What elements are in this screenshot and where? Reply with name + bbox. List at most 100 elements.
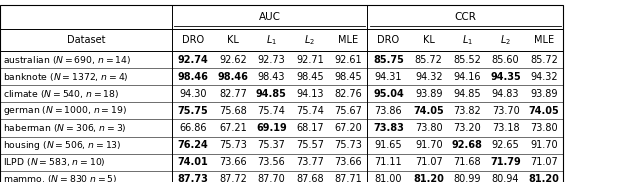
Text: climate ($N=540$, $n=18$): climate ($N=540$, $n=18$) — [3, 88, 120, 100]
Text: CCR: CCR — [454, 12, 476, 22]
Text: 92.73: 92.73 — [257, 55, 285, 64]
Text: 94.85: 94.85 — [453, 89, 481, 99]
Text: $L_2$: $L_2$ — [500, 33, 511, 47]
Text: 80.94: 80.94 — [492, 174, 519, 182]
Text: 98.45: 98.45 — [296, 72, 324, 82]
Text: 68.17: 68.17 — [296, 123, 324, 133]
Text: 85.52: 85.52 — [453, 55, 481, 64]
Text: 85.72: 85.72 — [415, 55, 443, 64]
Text: 92.62: 92.62 — [219, 55, 247, 64]
Text: DRO: DRO — [378, 35, 399, 45]
Text: banknote ($N=1372$, $n=4$): banknote ($N=1372$, $n=4$) — [3, 71, 129, 83]
Text: 91.65: 91.65 — [374, 140, 403, 150]
Text: 75.74: 75.74 — [257, 106, 285, 116]
Text: 95.04: 95.04 — [373, 89, 404, 99]
Text: 82.76: 82.76 — [334, 89, 362, 99]
Text: 74.05: 74.05 — [529, 106, 559, 116]
Text: 73.20: 73.20 — [453, 123, 481, 133]
Text: $L_1$: $L_1$ — [266, 33, 277, 47]
Text: 91.70: 91.70 — [530, 140, 558, 150]
Text: 71.07: 71.07 — [415, 157, 443, 167]
Text: 81.20: 81.20 — [413, 174, 444, 182]
Text: 94.30: 94.30 — [179, 89, 206, 99]
Text: 87.72: 87.72 — [219, 174, 247, 182]
Text: 73.82: 73.82 — [453, 106, 481, 116]
Text: 85.72: 85.72 — [530, 55, 558, 64]
Text: 92.68: 92.68 — [452, 140, 483, 150]
Text: 92.74: 92.74 — [177, 55, 208, 64]
Text: 94.31: 94.31 — [375, 72, 402, 82]
Text: 94.85: 94.85 — [256, 89, 287, 99]
Text: 73.80: 73.80 — [530, 123, 558, 133]
Text: 75.75: 75.75 — [177, 106, 208, 116]
Text: 75.73: 75.73 — [334, 140, 362, 150]
Text: 81.20: 81.20 — [529, 174, 559, 182]
Text: DRO: DRO — [182, 35, 204, 45]
Text: 98.45: 98.45 — [334, 72, 362, 82]
Text: housing ($N=506$, $n=13$): housing ($N=506$, $n=13$) — [3, 139, 122, 152]
Text: 73.77: 73.77 — [296, 157, 324, 167]
Text: 75.74: 75.74 — [296, 106, 324, 116]
Text: AUC: AUC — [259, 12, 280, 22]
Text: 75.68: 75.68 — [219, 106, 247, 116]
Text: $L_1$: $L_1$ — [461, 33, 473, 47]
Text: 73.86: 73.86 — [374, 106, 403, 116]
Text: 94.13: 94.13 — [296, 89, 323, 99]
Text: 75.73: 75.73 — [219, 140, 247, 150]
Text: 92.61: 92.61 — [334, 55, 362, 64]
Text: 71.79: 71.79 — [490, 157, 521, 167]
Text: MLE: MLE — [338, 35, 358, 45]
Text: 85.60: 85.60 — [492, 55, 520, 64]
Text: 73.66: 73.66 — [219, 157, 247, 167]
Text: $L_2$: $L_2$ — [304, 33, 316, 47]
Text: 92.71: 92.71 — [296, 55, 324, 64]
Text: 74.01: 74.01 — [177, 157, 208, 167]
Text: 98.43: 98.43 — [258, 72, 285, 82]
Text: german ($N=1000$, $n=19$): german ($N=1000$, $n=19$) — [3, 104, 127, 117]
Text: 98.46: 98.46 — [218, 72, 248, 82]
Text: 76.24: 76.24 — [177, 140, 208, 150]
Text: 98.46: 98.46 — [177, 72, 208, 82]
Text: 87.70: 87.70 — [257, 174, 285, 182]
Text: 82.77: 82.77 — [219, 89, 247, 99]
Text: 94.32: 94.32 — [415, 72, 443, 82]
Text: 74.05: 74.05 — [413, 106, 444, 116]
Text: 94.32: 94.32 — [530, 72, 558, 82]
Text: 73.66: 73.66 — [334, 157, 362, 167]
Text: 73.83: 73.83 — [373, 123, 404, 133]
Text: 66.86: 66.86 — [179, 123, 206, 133]
Text: 71.07: 71.07 — [530, 157, 558, 167]
Text: 91.70: 91.70 — [415, 140, 443, 150]
Text: 73.18: 73.18 — [492, 123, 520, 133]
Text: Dataset: Dataset — [67, 35, 105, 45]
Text: haberman ($N=306$, $n=3$): haberman ($N=306$, $n=3$) — [3, 122, 127, 134]
Text: 94.35: 94.35 — [490, 72, 521, 82]
Text: 94.83: 94.83 — [492, 89, 519, 99]
Text: 75.67: 75.67 — [334, 106, 362, 116]
Text: KL: KL — [227, 35, 239, 45]
Text: 73.80: 73.80 — [415, 123, 443, 133]
Text: mammo. ($N=830$ $n=5$): mammo. ($N=830$ $n=5$) — [3, 173, 118, 182]
Text: 73.56: 73.56 — [257, 157, 285, 167]
Text: 87.73: 87.73 — [177, 174, 208, 182]
Text: ILPD ($N=583$, $n=10$): ILPD ($N=583$, $n=10$) — [3, 156, 106, 168]
Text: 92.65: 92.65 — [492, 140, 520, 150]
Text: 87.71: 87.71 — [334, 174, 362, 182]
Text: 75.37: 75.37 — [257, 140, 285, 150]
Text: 87.68: 87.68 — [296, 174, 324, 182]
Text: 93.89: 93.89 — [415, 89, 442, 99]
Text: 71.68: 71.68 — [453, 157, 481, 167]
Text: 85.75: 85.75 — [373, 55, 404, 64]
Text: MLE: MLE — [534, 35, 554, 45]
Text: 67.21: 67.21 — [219, 123, 247, 133]
Text: 93.89: 93.89 — [531, 89, 557, 99]
Text: 81.00: 81.00 — [375, 174, 402, 182]
Text: australian ($N=690$, $n=14$): australian ($N=690$, $n=14$) — [3, 54, 131, 66]
Text: 67.20: 67.20 — [334, 123, 362, 133]
Text: 73.70: 73.70 — [492, 106, 520, 116]
Text: KL: KL — [423, 35, 435, 45]
Text: 94.16: 94.16 — [454, 72, 481, 82]
Text: 75.57: 75.57 — [296, 140, 324, 150]
Text: 80.99: 80.99 — [454, 174, 481, 182]
Text: 69.19: 69.19 — [256, 123, 287, 133]
